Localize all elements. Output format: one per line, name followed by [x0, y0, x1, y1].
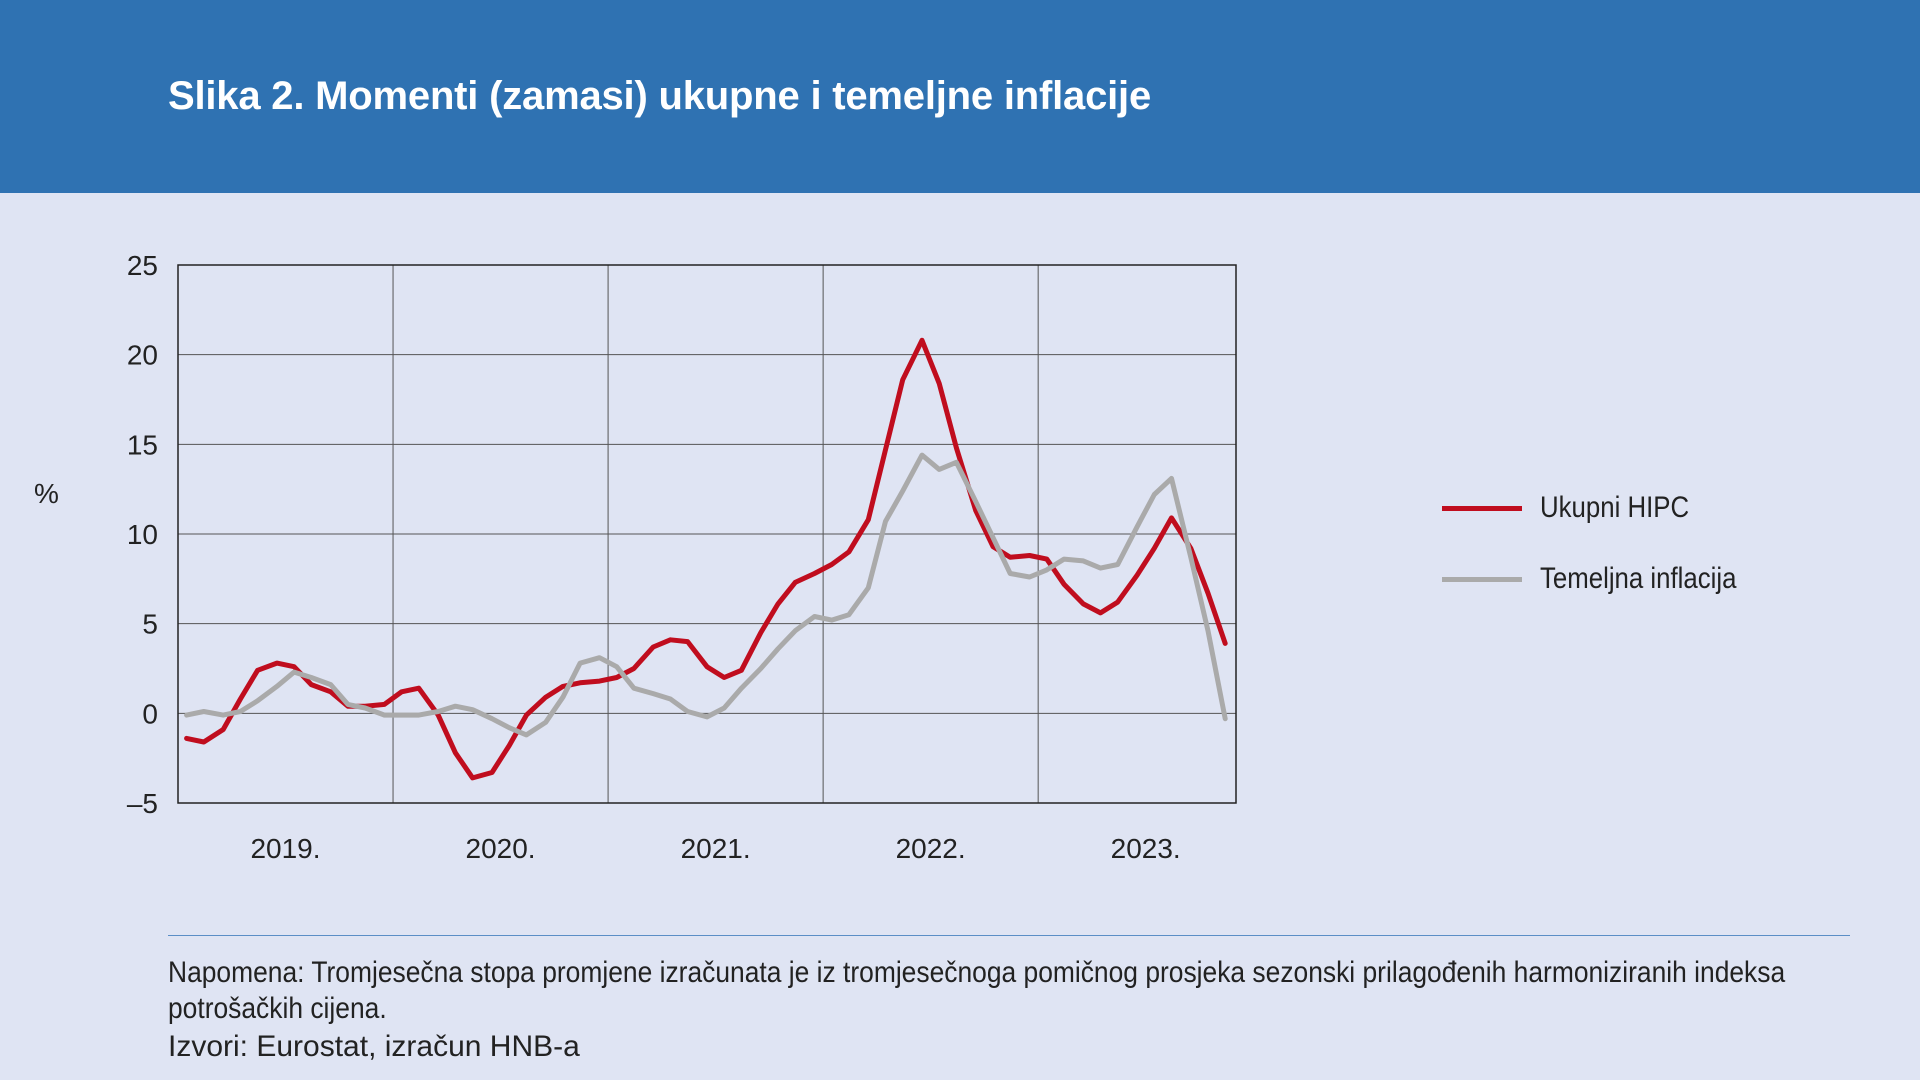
- y-tick-label: 15: [127, 429, 158, 460]
- y-tick-label: –5: [127, 788, 158, 819]
- y-tick-label: 20: [127, 340, 158, 371]
- legend-swatch-ukupni: [1442, 505, 1522, 511]
- y-tick-label: 5: [142, 609, 158, 640]
- plot-border: [177, 264, 1237, 804]
- y-axis-label: %: [34, 478, 59, 509]
- legend-label-temeljna: Temeljna inflacija: [1540, 562, 1737, 595]
- x-tick-label: 2021.: [681, 833, 751, 864]
- y-tick-label: 10: [127, 519, 158, 550]
- chart-note: Napomena: Tromjesečna stopa promjene izr…: [168, 956, 1786, 1025]
- series-line-temeljna-inflacija: [184, 452, 1228, 738]
- footer-divider: [168, 935, 1850, 936]
- chart-source: Izvori: Eurostat, izračun HNB-a: [168, 1030, 580, 1063]
- line-chart: 25 20 15 10 5 0 –5 2019. 2020. 2021. 2022. 2023.: [127, 250, 1237, 864]
- x-tick-label: 2020.: [466, 833, 536, 864]
- chart-title: Slika 2. Momenti (zamasi) ukupne i temel…: [168, 74, 1152, 118]
- legend-label-ukupni: Ukupni HIPC: [1540, 491, 1690, 524]
- legend-item-temeljna: Temeljna inflacija: [1442, 559, 1768, 599]
- x-tick-label: 2019.: [250, 833, 320, 864]
- header-bar: [0, 0, 1920, 193]
- y-tick-label: 0: [142, 698, 158, 729]
- legend-item-ukupni: Ukupni HIPC: [1442, 488, 1713, 528]
- x-tick-label: 2022.: [896, 833, 966, 864]
- x-tick-label: 2023.: [1111, 833, 1181, 864]
- y-tick-label: 25: [127, 250, 158, 281]
- legend-swatch-temeljna: [1442, 576, 1522, 582]
